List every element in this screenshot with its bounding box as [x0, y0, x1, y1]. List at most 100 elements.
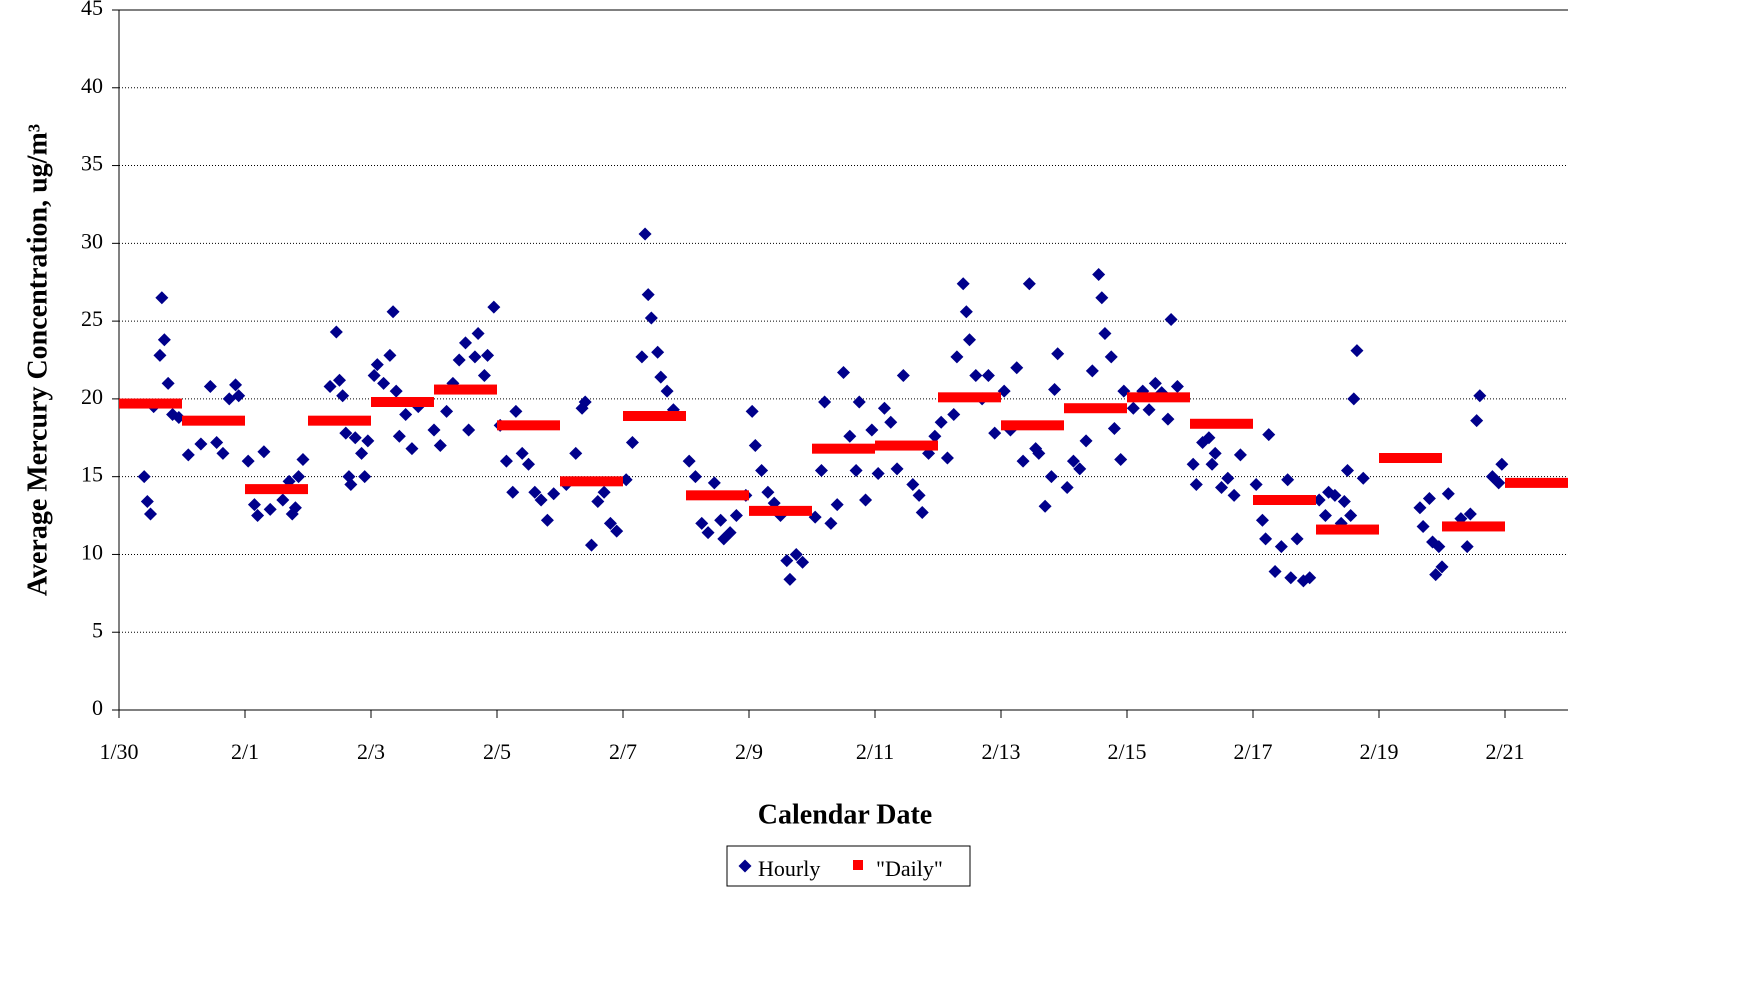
hourly-point — [912, 488, 926, 502]
hourly-point — [216, 446, 230, 460]
hourly-point — [140, 495, 154, 509]
hourly-point — [477, 369, 491, 383]
hourly-point — [459, 336, 472, 350]
hourly-point — [1303, 571, 1317, 585]
y-tick-label: 5 — [92, 617, 103, 642]
hourly-point — [1274, 540, 1288, 554]
legend-marker — [738, 859, 752, 873]
hourly-point — [1161, 412, 1175, 426]
hourly-point — [534, 493, 548, 507]
hourly-point — [399, 407, 413, 421]
hourly-point — [547, 487, 561, 501]
hourly-point — [348, 431, 362, 445]
hourly-point — [1205, 457, 1219, 471]
hourly-point — [859, 493, 873, 507]
x-tick-label: 2/9 — [735, 739, 763, 764]
daily-bar — [245, 484, 308, 495]
hourly-point — [1268, 565, 1282, 579]
y-tick-label: 10 — [81, 539, 103, 564]
hourly-point — [1347, 392, 1361, 406]
hourly-point — [660, 384, 674, 398]
hourly-point — [377, 376, 391, 390]
hourly-point — [288, 501, 302, 515]
hourly-point — [232, 389, 246, 403]
hourly-point — [522, 457, 535, 471]
hourly-point — [969, 369, 983, 383]
hourly-point — [947, 407, 961, 421]
hourly-point — [1290, 532, 1304, 546]
hourly-point — [528, 485, 542, 499]
hourly-point — [247, 498, 261, 512]
hourly-point — [959, 305, 973, 319]
hourly-point — [210, 435, 224, 449]
hourly-point — [748, 439, 762, 453]
hourly-point — [688, 470, 702, 484]
hourly-point — [499, 454, 513, 468]
hourly-point — [651, 345, 665, 359]
hourly-point — [276, 493, 290, 507]
hourly-point — [157, 333, 171, 347]
y-tick-label: 25 — [81, 306, 103, 331]
hourly-point — [1413, 501, 1427, 515]
hourly-point — [367, 369, 381, 383]
hourly-point — [1126, 401, 1140, 415]
hourly-point — [644, 311, 658, 325]
hourly-point — [1202, 431, 1216, 445]
hourly-point — [1186, 457, 1200, 471]
hourly-point — [654, 370, 668, 384]
hourly-point — [1473, 389, 1487, 403]
daily-bar — [1190, 418, 1253, 429]
hourly-point — [830, 498, 844, 512]
hourly-point — [1344, 509, 1358, 523]
hourly-point — [890, 462, 904, 476]
hourly-point — [1079, 434, 1093, 448]
hourly-point — [896, 369, 910, 383]
x-tick-label: 2/11 — [856, 739, 894, 764]
daily-bar — [308, 415, 371, 426]
hourly-point — [1441, 487, 1455, 501]
x-tick-label: 1/30 — [99, 739, 138, 764]
hourly-point — [468, 350, 482, 364]
hourly-point — [1208, 446, 1222, 460]
hourly-point — [597, 485, 611, 499]
hourly-point — [1085, 364, 1099, 378]
hourly-point — [956, 277, 970, 291]
daily-bar — [1001, 420, 1064, 431]
hourly-point — [1318, 509, 1332, 523]
hourly-point — [339, 426, 353, 440]
x-tick-label: 2/7 — [609, 739, 637, 764]
hourly-point — [837, 365, 850, 379]
daily-bar — [119, 398, 182, 409]
y-tick-label: 30 — [81, 228, 103, 253]
hourly-point — [714, 513, 728, 527]
hourly-point — [1259, 532, 1273, 546]
hourly-point — [569, 446, 583, 460]
hourly-point — [789, 547, 803, 561]
hourly-point — [336, 389, 350, 403]
hourly-point — [591, 495, 605, 509]
hourly-point — [884, 415, 898, 429]
hourly-point — [934, 415, 948, 429]
daily-bar — [1064, 403, 1127, 414]
y-tick-label: 20 — [81, 384, 103, 409]
hourly-point — [701, 526, 715, 540]
hourly-point — [780, 554, 794, 568]
daily-bar — [1316, 524, 1379, 535]
hourly-point — [1337, 495, 1351, 509]
hourly-point — [386, 305, 400, 319]
hourly-point — [370, 358, 384, 372]
hourly-point — [915, 505, 929, 519]
hourly-point — [1148, 376, 1162, 390]
hourly-point — [1328, 488, 1342, 502]
hourly-point — [761, 485, 775, 499]
daily-bar — [812, 443, 875, 454]
hourly-point — [1066, 454, 1080, 468]
hourly-point — [1044, 470, 1058, 484]
hourly-point — [940, 451, 954, 465]
hourly-point — [1032, 446, 1046, 460]
hourly-point — [506, 485, 520, 499]
hourly-point — [808, 510, 822, 524]
y-tick-label: 35 — [81, 151, 103, 176]
daily-bar — [1253, 495, 1316, 505]
hourly-point — [1435, 560, 1449, 574]
